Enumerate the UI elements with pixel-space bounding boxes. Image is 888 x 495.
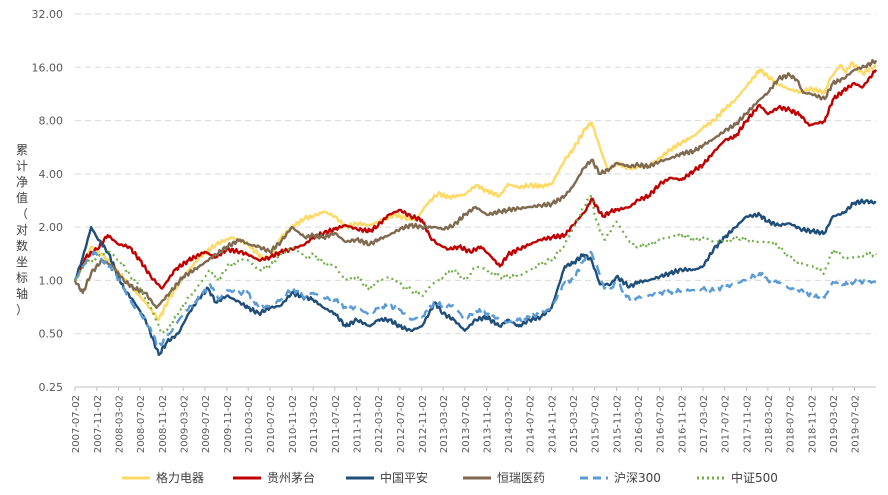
y-tick-label: 1.00	[39, 274, 64, 287]
x-tick-label: 2009-07-02	[201, 395, 212, 453]
x-tick-label: 2012-11-02	[418, 395, 429, 453]
x-tick-label: 2013-07-02	[461, 395, 472, 453]
legend-label: 沪深300	[614, 471, 661, 485]
x-tick-label: 2019-07-02	[850, 395, 861, 453]
x-axis: 2007-07-02 2007-11-02 2008-03-02 2008-07-02…	[71, 386, 876, 453]
x-tick-label: 2010-03-02	[244, 395, 255, 453]
x-tick-label: 2010-11-02	[288, 395, 299, 453]
x-tick-label: 2011-03-02	[309, 395, 320, 453]
x-tick-label: 2011-11-02	[353, 395, 364, 453]
x-tick-label: 2015-07-02	[591, 395, 602, 453]
x-tick-label: 2009-03-02	[179, 395, 190, 453]
x-tick-label: 2013-11-02	[483, 395, 494, 453]
x-tick-label: 2012-07-02	[396, 395, 407, 453]
x-tick-label: 2011-07-02	[331, 395, 342, 453]
y-axis-ticks: 0.25 0.50 1.00 2.00 4.00 8.00 16.00 32.00	[32, 8, 64, 394]
y-tick-label: 8.00	[39, 115, 64, 128]
gridlines	[75, 13, 876, 388]
y-tick-label: 0.25	[39, 381, 64, 394]
legend-label: 中国平安	[380, 470, 428, 485]
legend-label: 贵州茅台	[267, 470, 315, 485]
x-tick-label: 2017-07-02	[721, 395, 732, 453]
legend-label: 中证500	[731, 470, 778, 485]
y-tick-label: 16.00	[32, 61, 64, 74]
x-tick-label: 2008-03-02	[114, 395, 125, 453]
x-tick-label: 2015-11-02	[613, 395, 624, 453]
x-tick-label: 2017-03-02	[699, 395, 710, 453]
series-line	[74, 61, 877, 321]
y-tick-label: 2.00	[39, 221, 64, 234]
series-line	[73, 194, 877, 335]
x-tick-label: 2018-07-02	[786, 395, 797, 453]
series-line	[73, 250, 877, 349]
x-tick-label: 2008-07-02	[136, 395, 147, 453]
y-tick-label: 4.00	[39, 168, 64, 181]
x-tick-label: 2008-11-02	[158, 395, 169, 453]
y-tick-label: 32.00	[32, 8, 64, 21]
legend-label: 格力电器	[156, 470, 204, 485]
x-tick-label: 2017-11-02	[743, 395, 754, 453]
x-tick-label: 2016-11-02	[678, 395, 689, 453]
x-tick-label: 2014-07-02	[526, 395, 537, 453]
x-tick-label: 2018-03-02	[764, 395, 775, 453]
x-tick-label: 2016-07-02	[656, 395, 667, 453]
x-tick-label: 2012-03-02	[374, 395, 385, 453]
series-line	[73, 198, 877, 356]
x-tick-label: 2015-03-02	[569, 395, 580, 453]
x-tick-label: 2016-03-02	[634, 395, 645, 453]
y-axis-title: 累计净值（对数坐标轴）	[16, 143, 28, 317]
legend-label: 恒瑞医药	[497, 471, 545, 485]
series-line	[73, 59, 878, 309]
legend: 格力电器 贵州茅台 中国平安 恒瑞医药 沪深300 中证500	[122, 470, 778, 485]
x-tick-label: 2014-03-02	[504, 395, 515, 453]
x-tick-label: 2007-11-02	[93, 395, 104, 453]
x-tick-label: 2010-07-02	[266, 395, 277, 453]
x-tick-label: 2018-11-02	[807, 395, 818, 453]
x-tick-label: 2019-03-02	[829, 395, 840, 453]
x-tick-label: 2014-11-02	[548, 395, 559, 453]
y-axis-label: 累计净值（对数坐标轴）	[16, 143, 28, 317]
series-line	[73, 69, 878, 290]
x-tick-label: 2007-07-02	[71, 395, 82, 453]
y-tick-label: 0.50	[39, 328, 64, 341]
x-tick-label: 2009-11-02	[223, 395, 234, 453]
series-lines	[73, 59, 878, 356]
x-tick-label: 2013-03-02	[439, 395, 450, 453]
